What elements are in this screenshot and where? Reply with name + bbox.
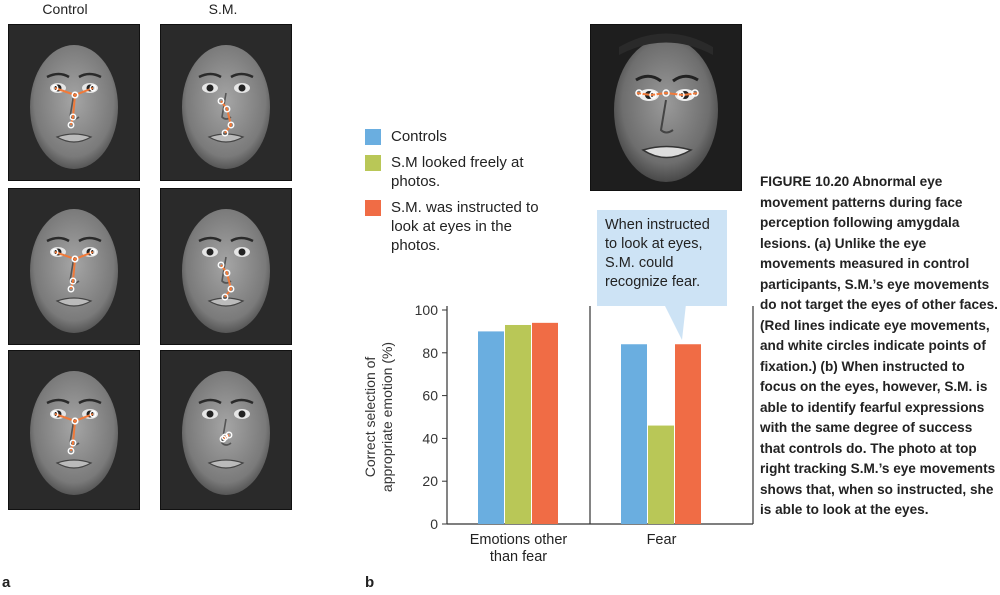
y-tick-label: 80 [422,345,438,361]
face-photo-control-1 [8,24,140,181]
panel-letter-b: b [365,574,375,591]
y-tick-label: 20 [422,473,438,489]
face-photo-control-2 [8,188,140,345]
x-category-label: than fear [490,549,547,565]
figure-caption: FIGURE 10.20 Abnormal eye movement patte… [760,172,998,521]
y-axis-label-line1: Correct selection of [362,357,378,478]
bar-0-0 [478,331,504,524]
face-photo-sm-3 [160,350,292,510]
y-tick-label: 0 [430,516,438,532]
bar-1-0 [621,344,647,524]
bar-chart: 0 20 40 60 80 100 Correct selection of appropri… [362,302,754,565]
column-header-control: Control [42,1,88,17]
legend-label-controls: Controls [391,128,447,145]
panel-letter-a: a [2,574,11,591]
y-tick-label: 60 [422,388,438,404]
legend-swatch-sm-free [365,155,381,171]
legend-label-sm-instructed: S.M. was instructed to look at eyes in t… [391,199,539,254]
bar-0-2 [532,322,558,524]
face-photo-sm-1 [160,24,292,181]
callout-box: When instructed to look at eyes, S.M. co… [597,210,727,306]
bar-1-2 [675,344,701,524]
caption-title: FIGURE 10.20 Abnormal eye movement patte… [760,174,963,251]
face-photo-control-3 [8,350,140,510]
legend-swatch-controls [365,129,381,145]
caption-body: (a) Unlike the eye movements measured in… [760,235,998,518]
column-header-sm: S.M. [208,1,238,17]
y-tick-label: 40 [422,430,438,446]
legend-label-sm-free: S.M looked freely at photos. [391,154,524,190]
legend-swatch-sm-instructed [365,200,381,216]
callout-pointer [664,304,686,340]
bar-0-1 [505,324,531,524]
fear-face-illustration [591,25,741,190]
fear-face-photo [590,24,742,191]
x-category-label: Fear [647,532,677,548]
bar-1-1 [648,425,674,524]
y-axis-label-line2: appropriate emotion (%) [379,342,395,492]
y-tick-label: 100 [415,302,439,318]
face-photo-sm-2 [160,188,292,345]
x-category-label: Emotions other [470,532,568,548]
